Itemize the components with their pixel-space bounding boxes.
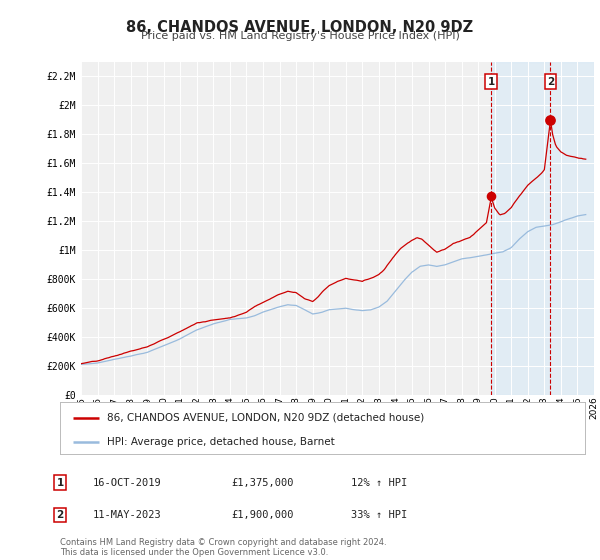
Text: 12% ↑ HPI: 12% ↑ HPI xyxy=(351,478,407,488)
Text: Price paid vs. HM Land Registry's House Price Index (HPI): Price paid vs. HM Land Registry's House … xyxy=(140,31,460,41)
Text: 1: 1 xyxy=(56,478,64,488)
Text: 2: 2 xyxy=(547,77,554,87)
Text: Contains HM Land Registry data © Crown copyright and database right 2024.
This d: Contains HM Land Registry data © Crown c… xyxy=(60,538,386,557)
Bar xyxy=(491,62,594,395)
Text: 86, CHANDOS AVENUE, LONDON, N20 9DZ: 86, CHANDOS AVENUE, LONDON, N20 9DZ xyxy=(127,20,473,35)
Text: 33% ↑ HPI: 33% ↑ HPI xyxy=(351,510,407,520)
Point xyxy=(487,191,496,200)
Text: £1,900,000: £1,900,000 xyxy=(231,510,293,520)
Point xyxy=(545,115,555,124)
Text: 86, CHANDOS AVENUE, LONDON, N20 9DZ (detached house): 86, CHANDOS AVENUE, LONDON, N20 9DZ (det… xyxy=(107,413,425,423)
Text: 11-MAY-2023: 11-MAY-2023 xyxy=(93,510,162,520)
Text: 1: 1 xyxy=(488,77,495,87)
Text: 2: 2 xyxy=(56,510,64,520)
Text: £1,375,000: £1,375,000 xyxy=(231,478,293,488)
Text: HPI: Average price, detached house, Barnet: HPI: Average price, detached house, Barn… xyxy=(107,437,335,447)
Text: 16-OCT-2019: 16-OCT-2019 xyxy=(93,478,162,488)
